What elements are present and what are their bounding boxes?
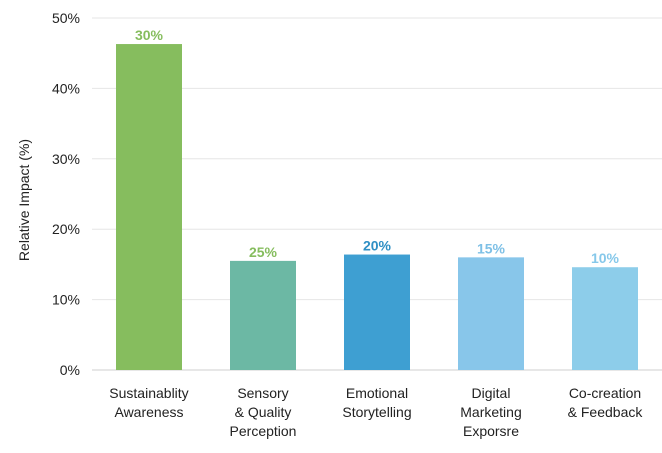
data-label: 20% [363,238,392,254]
data-label: 25% [249,244,278,260]
x-tick-label: Sustainablity Awareness [109,385,188,420]
x-tick-label-line: & Feedback [568,404,644,420]
data-label: 30% [135,27,164,43]
y-tick-label: 20% [52,221,80,237]
x-tick-label-line: Co-creation [569,385,641,401]
x-tick-label-line: & Quality [235,404,292,420]
x-axis-ticks: Sustainablity Awareness Sensory & Quality Pe… [109,385,643,439]
x-tick-label: Emotional Storytelling [342,385,411,420]
y-axis-label: Relative Impact (%) [16,139,32,261]
x-tick-label-line: Digital [472,385,511,401]
x-tick-label: Digital Marketing Exporsre [460,385,521,439]
x-tick-label: Co-creation & Feedback [568,385,644,420]
x-tick-label-line: Emotional [346,385,408,401]
bar [230,260,296,370]
y-tick-label: 10% [52,292,80,308]
y-axis-ticks: 0% 10% 20% 30% 40% 50% [52,10,80,378]
y-tick-label: 50% [52,10,80,26]
bar [344,254,410,370]
bars [116,44,638,370]
y-tick-label: 0% [60,362,80,378]
x-tick-label-line: Sensory [237,385,288,401]
x-tick-label-line: Storytelling [342,404,411,420]
y-tick-label: 40% [52,80,80,96]
gridlines [92,17,662,371]
bar [572,267,638,370]
x-tick-label: Sensory & Quality Perception [230,385,297,439]
data-label: 15% [477,240,506,256]
bar [116,44,182,370]
x-tick-label-line: Exporsre [463,423,519,439]
x-tick-label-line: Perception [230,423,297,439]
x-tick-label-line: Sustainablity [109,385,188,401]
bar [458,257,524,370]
x-tick-label-line: Marketing [460,404,521,420]
y-tick-label: 30% [52,151,80,167]
data-labels: 30% 25% 20% 15% 10% [135,27,620,266]
x-tick-label-line: Awareness [114,404,183,420]
data-label: 10% [591,250,620,266]
